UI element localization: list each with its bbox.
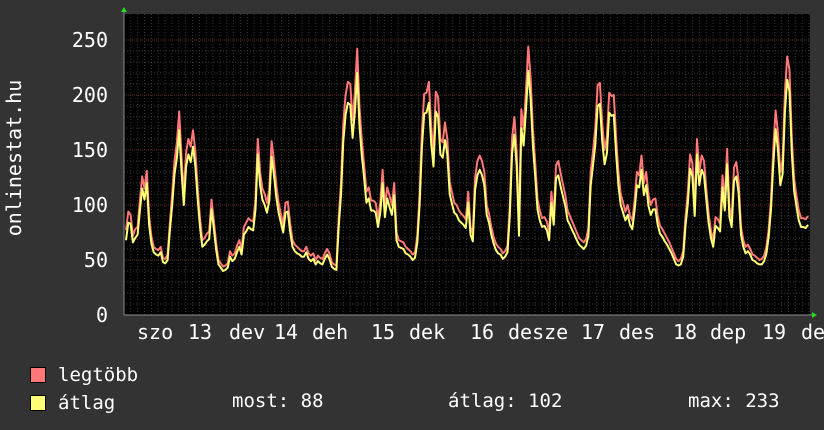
x-tick-label: 13 <box>188 320 212 344</box>
x-tick-label: 18 <box>673 320 697 344</box>
legend-label-avg: átlag <box>58 392 116 414</box>
x-tick-label: des <box>619 320 655 344</box>
y-tick-label: 0 <box>96 303 108 327</box>
series-line-avg <box>125 69 809 272</box>
y-axis-label-wrap: onlinestat.hu <box>2 58 26 258</box>
stat-atlag: átlag: 102 <box>448 390 563 412</box>
x-tick-label: dep <box>710 320 746 344</box>
x-tick-label: 19 <box>762 320 786 344</box>
legend-swatch-avg <box>30 395 46 411</box>
y-tick-label: 250 <box>72 28 108 52</box>
y-axis-label: onlinestat.hu <box>2 79 26 237</box>
stat-max: max: 233 <box>688 390 780 412</box>
x-tick-label: de <box>801 320 824 344</box>
x-tick-label: 16 <box>470 320 494 344</box>
x-tick-label: desze <box>508 320 568 344</box>
stat-most: most: 88 <box>232 390 324 412</box>
x-tick-label: 15 <box>371 320 395 344</box>
legend-item-max: legtöbb <box>30 362 138 388</box>
y-tick-label: 100 <box>72 193 108 217</box>
x-tick-label: szo <box>137 320 173 344</box>
y-tick-label: 150 <box>72 138 108 162</box>
x-tick-label: deh <box>312 320 348 344</box>
x-tick-label: dek <box>409 320 445 344</box>
x-axis-arrow <box>812 312 817 318</box>
legend-label-max: legtöbb <box>58 364 139 386</box>
y-tick-label: 200 <box>72 83 108 107</box>
legend-item-avg: átlag <box>30 390 115 416</box>
y-tick-label: 50 <box>84 248 108 272</box>
x-tick-label: 14 <box>274 320 298 344</box>
y-axis-arrow <box>121 7 127 12</box>
x-tick-label: dev <box>229 320 265 344</box>
x-tick-label: 17 <box>581 320 605 344</box>
legend-swatch-max <box>30 367 46 383</box>
